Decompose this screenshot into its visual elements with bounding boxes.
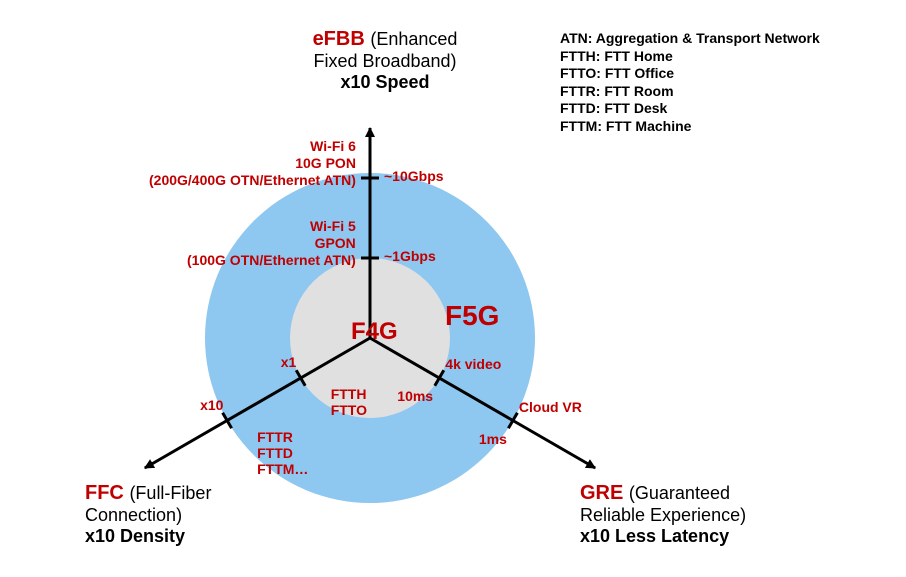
glossary-line-1: FTTH: FTT Home <box>560 48 820 66</box>
up-tick-1-right: ~10Gbps <box>384 168 444 185</box>
axis-paren-1: (Guaranteed <box>629 483 730 503</box>
axis-paren-1: (Enhanced <box>370 29 457 49</box>
axis-paren-2: Connection) <box>85 505 285 526</box>
glossary-line-3: FTTR: FTT Room <box>560 83 820 101</box>
axis-key: FFC <box>85 482 129 504</box>
dl-tick-1-above: x10 <box>200 397 223 413</box>
up-tick-1-left: Wi-Fi 610G PON(200G/400G OTN/Ethernet AT… <box>149 138 356 188</box>
axis-key: eFBB <box>313 28 371 50</box>
glossary-line-0: ATN: Aggregation & Transport Network <box>560 30 820 48</box>
dl-tick-0-above: x1 <box>281 354 297 370</box>
dl-tick-1-below: FTTRFTTDFTTM… <box>257 429 308 477</box>
dr-tick-0-below: 10ms <box>397 388 433 404</box>
up-tick-0-left: Wi-Fi 5GPON(100G OTN/Ethernet ATN) <box>187 218 356 268</box>
axis-metric: x10 Density <box>85 526 285 547</box>
axis-title-gre: GRE (GuaranteedReliable Experience)x10 L… <box>580 482 820 547</box>
axis-metric: x10 Speed <box>275 72 495 93</box>
glossary-line-2: FTTO: FTT Office <box>560 65 820 83</box>
axis-paren-2: Reliable Experience) <box>580 505 820 526</box>
axis-paren-2: Fixed Broadband) <box>275 51 495 72</box>
glossary-line-5: FTTM: FTT Machine <box>560 118 820 136</box>
ring-label-f4g: F4G <box>351 318 398 346</box>
glossary-box: ATN: Aggregation & Transport NetworkFTTH… <box>560 30 820 135</box>
glossary-line-4: FTTD: FTT Desk <box>560 100 820 118</box>
dr-tick-0-above: 4k video <box>445 356 501 372</box>
dr-tick-1-below: 1ms <box>479 431 507 447</box>
dl-tick-0-below: FTTHFTTO <box>331 386 367 418</box>
axis-paren-1: (Full-Fiber <box>129 483 211 503</box>
up-tick-0-right: ~1Gbps <box>384 248 436 265</box>
dr-tick-1-above: Cloud VR <box>519 399 582 415</box>
axis-metric: x10 Less Latency <box>580 526 820 547</box>
ring-label-f5g: F5G <box>445 300 499 332</box>
axis-title-efbb: eFBB (EnhancedFixed Broadband)x10 Speed <box>275 28 495 93</box>
axis-title-ffc: FFC (Full-FiberConnection)x10 Density <box>85 482 285 547</box>
axis-key: GRE <box>580 482 629 504</box>
